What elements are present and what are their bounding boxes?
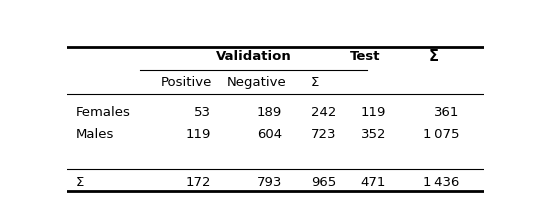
Text: Σ: Σ <box>311 76 320 89</box>
Text: Σ: Σ <box>429 50 439 64</box>
Text: 172: 172 <box>186 176 211 189</box>
Text: Validation: Validation <box>216 50 292 63</box>
Text: 361: 361 <box>434 106 459 119</box>
Text: 965: 965 <box>311 176 336 189</box>
Text: Test: Test <box>350 50 380 63</box>
Text: Males: Males <box>75 128 114 141</box>
Text: 471: 471 <box>361 176 386 189</box>
Text: Females: Females <box>75 106 130 119</box>
Text: 1 436: 1 436 <box>423 176 459 189</box>
Text: Positive: Positive <box>160 76 212 89</box>
Text: 119: 119 <box>361 106 386 119</box>
Text: 352: 352 <box>360 128 386 141</box>
Text: Σ: Σ <box>75 176 84 189</box>
Text: 604: 604 <box>257 128 282 141</box>
Text: 1 075: 1 075 <box>423 128 459 141</box>
Text: 119: 119 <box>186 128 211 141</box>
Text: 793: 793 <box>257 176 282 189</box>
Text: 242: 242 <box>311 106 336 119</box>
Text: 189: 189 <box>257 106 282 119</box>
Text: 723: 723 <box>310 128 336 141</box>
Text: 53: 53 <box>194 106 211 119</box>
Text: Negative: Negative <box>227 76 287 89</box>
